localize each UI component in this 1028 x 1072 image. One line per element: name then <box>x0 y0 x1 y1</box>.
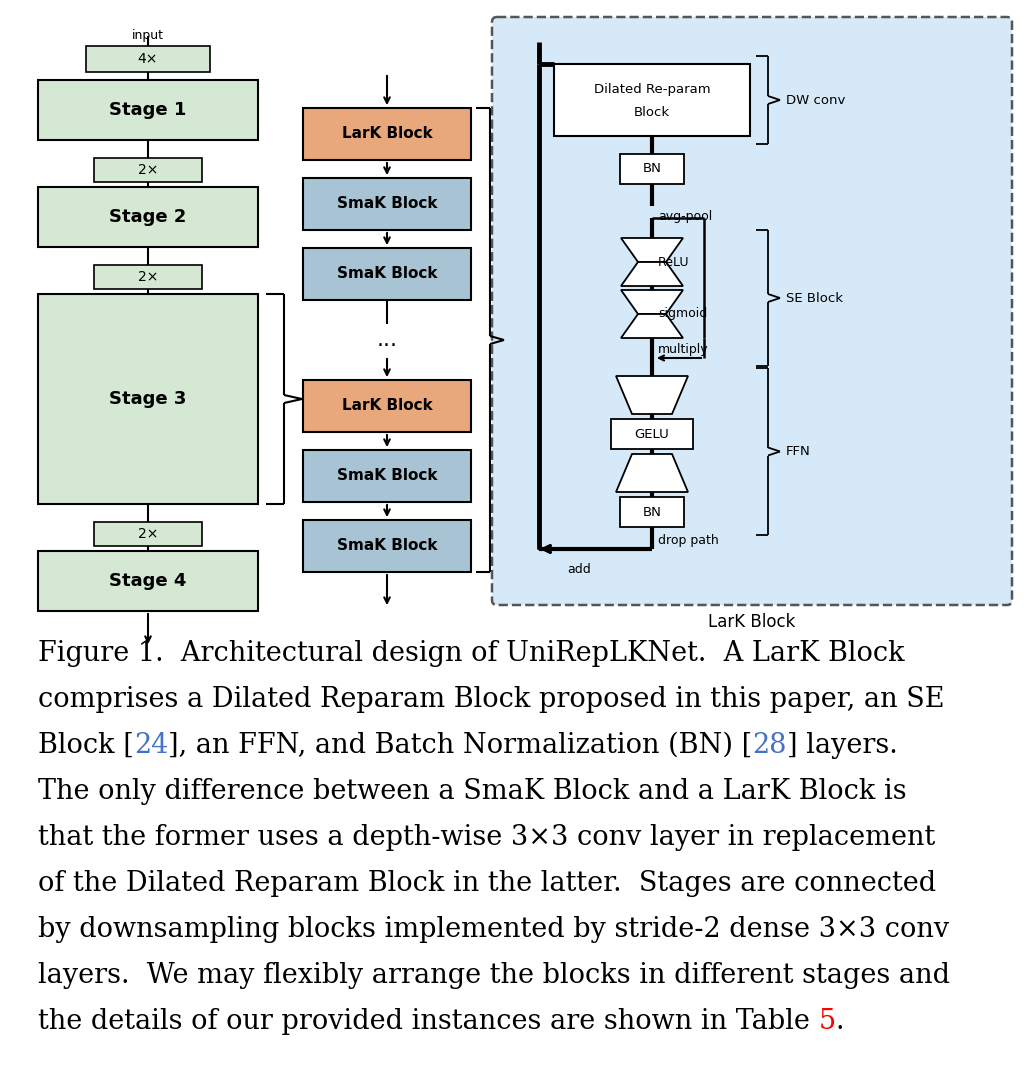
Text: 24: 24 <box>134 732 169 759</box>
Bar <box>94 158 201 182</box>
Text: 2×: 2× <box>138 527 158 541</box>
Text: 2×: 2× <box>138 163 158 177</box>
Bar <box>303 178 471 230</box>
Bar <box>38 551 258 611</box>
Bar <box>94 265 201 289</box>
Polygon shape <box>621 238 683 262</box>
Bar <box>303 248 471 300</box>
Bar <box>303 520 471 572</box>
Bar <box>611 419 693 449</box>
Text: BN: BN <box>642 506 661 519</box>
Text: Block [: Block [ <box>38 732 134 759</box>
Text: Figure 1.  Architectural design of UniRepLKNet.  A LarK Block: Figure 1. Architectural design of UniRep… <box>38 640 905 667</box>
Bar <box>303 108 471 160</box>
Text: GELU: GELU <box>634 428 669 441</box>
Text: Block: Block <box>634 105 670 119</box>
Polygon shape <box>616 455 688 492</box>
Text: 5: 5 <box>818 1008 836 1034</box>
Text: SmaK Block: SmaK Block <box>337 538 437 553</box>
Text: Stage 1: Stage 1 <box>109 101 187 119</box>
Text: DW conv: DW conv <box>786 93 845 106</box>
Bar <box>38 294 258 504</box>
Bar <box>38 80 258 140</box>
Text: ] layers.: ] layers. <box>787 732 897 759</box>
Bar <box>86 46 210 72</box>
Text: Stage 2: Stage 2 <box>109 208 187 226</box>
Text: LarK Block: LarK Block <box>708 613 796 631</box>
Text: ReLU: ReLU <box>658 255 690 268</box>
Text: multiply: multiply <box>658 343 708 356</box>
Text: Dilated Re-param: Dilated Re-param <box>594 84 710 96</box>
Text: Stage 3: Stage 3 <box>109 390 187 408</box>
Text: sigmoid: sigmoid <box>658 308 707 321</box>
Polygon shape <box>616 376 688 414</box>
Text: 4×: 4× <box>138 53 158 66</box>
Text: Stage 4: Stage 4 <box>109 572 187 590</box>
Bar <box>620 154 684 184</box>
Text: 2×: 2× <box>138 270 158 284</box>
Text: SmaK Block: SmaK Block <box>337 267 437 282</box>
Text: that the former uses a depth-wise 3×3 conv layer in replacement: that the former uses a depth-wise 3×3 co… <box>38 824 935 851</box>
Text: the details of our provided instances are shown in Table: the details of our provided instances ar… <box>38 1008 818 1034</box>
Text: FFN: FFN <box>786 445 811 458</box>
Text: SE Block: SE Block <box>786 292 843 304</box>
FancyBboxPatch shape <box>492 17 1012 605</box>
Bar <box>620 497 684 527</box>
Text: ], an FFN, and Batch Normalization (BN) [: ], an FFN, and Batch Normalization (BN) … <box>169 732 752 759</box>
Text: SmaK Block: SmaK Block <box>337 468 437 483</box>
Text: add: add <box>567 563 591 576</box>
Text: LarK Block: LarK Block <box>341 126 433 142</box>
Text: layers.  We may flexibly arrange the blocks in different stages and: layers. We may flexibly arrange the bloc… <box>38 962 950 989</box>
Text: by downsampling blocks implemented by stride-2 dense 3×3 conv: by downsampling blocks implemented by st… <box>38 915 949 943</box>
Text: The only difference between a SmaK Block and a LarK Block is: The only difference between a SmaK Block… <box>38 778 907 805</box>
Text: comprises a Dilated Reparam Block proposed in this paper, an SE: comprises a Dilated Reparam Block propos… <box>38 686 945 713</box>
Text: BN: BN <box>642 163 661 176</box>
Bar <box>554 64 750 136</box>
Text: .: . <box>836 1008 844 1034</box>
Polygon shape <box>621 314 683 338</box>
Text: 28: 28 <box>752 732 787 759</box>
Text: SmaK Block: SmaK Block <box>337 196 437 211</box>
Bar <box>303 450 471 502</box>
Text: drop path: drop path <box>658 534 719 547</box>
Bar <box>94 522 201 546</box>
Text: of the Dilated Reparam Block in the latter.  Stages are connected: of the Dilated Reparam Block in the latt… <box>38 870 937 897</box>
Text: avg-pool: avg-pool <box>658 210 712 223</box>
Polygon shape <box>621 262 683 286</box>
Text: LarK Block: LarK Block <box>341 399 433 414</box>
Bar <box>303 379 471 432</box>
Polygon shape <box>621 291 683 314</box>
Text: input: input <box>132 30 164 43</box>
Bar <box>38 187 258 247</box>
Text: ...: ... <box>376 330 398 349</box>
